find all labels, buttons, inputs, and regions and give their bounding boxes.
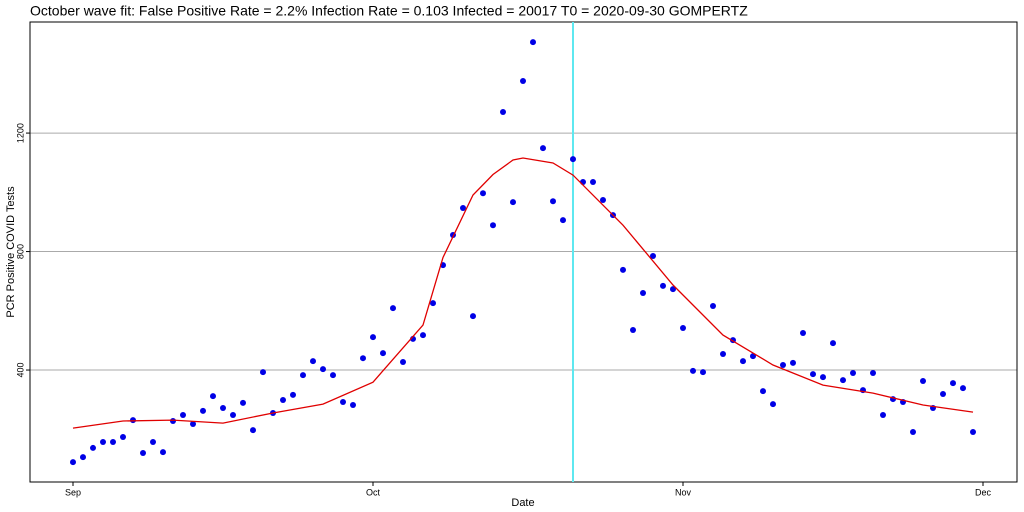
- data-point: [940, 391, 946, 398]
- x-axis-label: Date: [511, 497, 534, 509]
- data-point: [130, 417, 136, 424]
- data-point: [790, 359, 796, 366]
- data-point: [870, 369, 876, 376]
- data-point: [180, 412, 186, 419]
- data-point: [390, 305, 396, 312]
- data-point: [920, 377, 926, 384]
- data-point: [780, 362, 786, 369]
- data-point: [420, 332, 426, 339]
- data-point: [400, 359, 406, 366]
- data-point: [490, 222, 496, 229]
- data-point: [960, 385, 966, 392]
- data-point: [70, 459, 76, 466]
- data-point: [280, 396, 286, 403]
- y-axis-label: PCR Positive COVID Tests: [5, 186, 17, 318]
- data-point: [710, 303, 716, 310]
- data-point: [190, 420, 196, 427]
- x-tick-label: Dec: [975, 487, 992, 497]
- data-point: [480, 190, 486, 197]
- data-point: [880, 412, 886, 419]
- data-point: [600, 197, 606, 204]
- data-point: [380, 350, 386, 357]
- data-point: [200, 407, 206, 414]
- data-point: [760, 388, 766, 395]
- data-point: [520, 77, 526, 84]
- x-tick-label: Nov: [675, 487, 692, 497]
- data-point: [500, 109, 506, 116]
- data-point: [740, 358, 746, 365]
- data-point: [240, 399, 246, 406]
- data-point: [160, 449, 166, 456]
- data-point: [810, 371, 816, 378]
- data-point: [540, 145, 546, 152]
- data-point: [510, 199, 516, 206]
- data-point: [220, 404, 226, 411]
- data-point: [820, 374, 826, 381]
- data-point: [640, 290, 646, 297]
- data-point: [350, 401, 356, 408]
- data-point: [140, 449, 146, 456]
- data-point: [310, 358, 316, 365]
- plot-frame: [29, 21, 1018, 483]
- data-point: [170, 417, 176, 424]
- data-point: [260, 369, 266, 376]
- data-point: [300, 372, 306, 379]
- data-point: [650, 252, 656, 259]
- data-point: [580, 178, 586, 185]
- data-point: [770, 401, 776, 408]
- x-tick-label: Oct: [366, 487, 381, 497]
- data-point: [550, 198, 556, 205]
- data-point: [720, 351, 726, 358]
- data-point: [850, 369, 856, 376]
- data-point: [680, 324, 686, 331]
- data-point: [330, 372, 336, 379]
- data-point: [560, 217, 566, 224]
- data-point: [80, 454, 86, 461]
- data-point: [970, 428, 976, 435]
- data-point: [840, 377, 846, 384]
- data-point: [700, 369, 706, 376]
- data-point: [370, 334, 376, 341]
- data-point: [290, 391, 296, 398]
- y-tick-label: 1200: [15, 123, 25, 143]
- fit-line: [72, 157, 974, 429]
- data-point: [90, 444, 96, 451]
- data-point: [670, 286, 676, 293]
- y-tick-label: 800: [15, 244, 25, 259]
- data-point: [340, 399, 346, 406]
- data-point: [250, 427, 256, 434]
- data-point: [150, 439, 156, 446]
- data-point: [430, 300, 436, 307]
- data-point: [630, 327, 636, 334]
- data-point: [590, 178, 596, 185]
- y-tick-label: 400: [15, 363, 25, 378]
- data-point: [120, 433, 126, 440]
- data-point: [690, 367, 696, 374]
- data-point: [800, 330, 806, 337]
- data-point: [950, 380, 956, 387]
- chart-title: October wave fit: False Positive Rate = …: [30, 3, 748, 19]
- data-point: [660, 282, 666, 289]
- data-point: [320, 366, 326, 373]
- data-point: [360, 355, 366, 362]
- data-point: [460, 205, 466, 212]
- data-point: [570, 156, 576, 163]
- data-point: [910, 428, 916, 435]
- data-point: [620, 266, 626, 273]
- data-point: [470, 313, 476, 320]
- data-point: [830, 340, 836, 347]
- data-point: [100, 439, 106, 446]
- data-point: [230, 412, 236, 419]
- data-point: [110, 439, 116, 446]
- data-point: [210, 393, 216, 400]
- data-point: [530, 39, 536, 46]
- x-tick-label: Sep: [65, 487, 81, 497]
